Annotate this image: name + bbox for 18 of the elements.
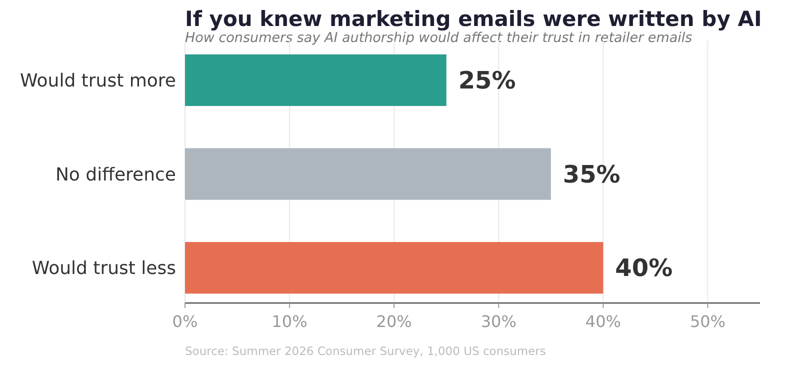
chart-subtitle: How consumers say AI authorship would affect their trust in retailer emails bbox=[185, 30, 692, 46]
bar bbox=[185, 242, 604, 294]
x-tick-label: 30% bbox=[480, 312, 516, 331]
y-tick-label: Would trust less bbox=[32, 258, 176, 280]
x-tick-label: 10% bbox=[272, 312, 308, 331]
y-tick-label: Would trust more bbox=[20, 70, 176, 92]
chart-title: If you knew marketing emails were written by AI bbox=[185, 7, 762, 31]
source-note: Source: Summer 2026 Consumer Survey, 1,000 US consumers bbox=[185, 344, 546, 358]
bar bbox=[185, 54, 446, 106]
data-label: 35% bbox=[562, 160, 620, 188]
bar bbox=[185, 148, 551, 200]
data-label: 40% bbox=[615, 254, 673, 282]
x-tick-label: 40% bbox=[585, 312, 621, 331]
x-tick-label: 50% bbox=[690, 312, 726, 331]
data-label: 25% bbox=[458, 66, 516, 95]
x-tick-label: 0% bbox=[172, 312, 198, 331]
y-tick-label: No difference bbox=[55, 164, 176, 186]
x-tick-label: 20% bbox=[376, 312, 412, 331]
